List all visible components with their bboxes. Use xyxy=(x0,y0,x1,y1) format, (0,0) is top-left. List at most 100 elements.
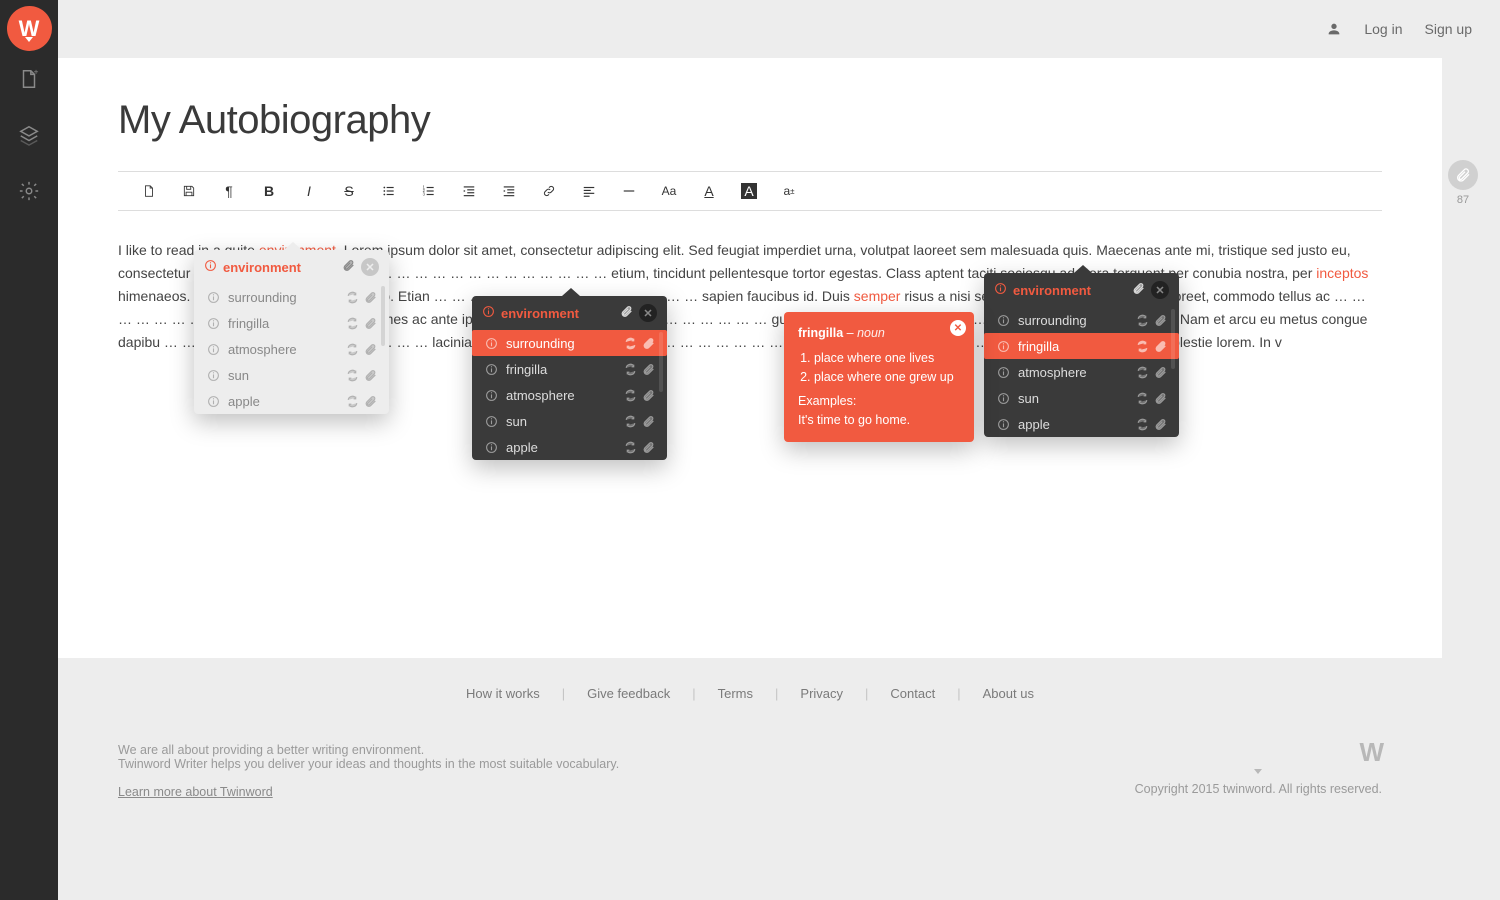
swap-icon[interactable] xyxy=(1133,392,1151,405)
settings-icon[interactable] xyxy=(0,163,58,219)
paperclip-icon[interactable] xyxy=(361,395,379,408)
synonym-item[interactable]: apple xyxy=(472,434,667,460)
footer-link-terms[interactable]: Terms xyxy=(696,686,775,701)
clear-formatting-button[interactable]: a± xyxy=(780,182,798,200)
paperclip-icon[interactable] xyxy=(1151,340,1169,353)
paperclip-icon[interactable] xyxy=(342,259,355,275)
paperclip-icon[interactable] xyxy=(361,369,379,382)
popover-scrollbar[interactable] xyxy=(1171,309,1175,369)
swap-icon[interactable] xyxy=(343,291,361,304)
highlighted-word[interactable]: semper xyxy=(854,288,901,304)
highlighted-word[interactable]: inceptos xyxy=(1316,265,1368,281)
synonym-label: surrounding xyxy=(1018,313,1133,328)
app-logo[interactable]: W xyxy=(7,6,52,51)
bold-button[interactable]: B xyxy=(260,182,278,200)
synonym-label: apple xyxy=(506,440,621,455)
learn-more-link[interactable]: Learn more about Twinword xyxy=(118,785,273,799)
link-button[interactable] xyxy=(540,182,558,200)
horizontal-rule-button[interactable] xyxy=(620,182,638,200)
italic-button[interactable]: I xyxy=(300,182,318,200)
signup-link[interactable]: Sign up xyxy=(1425,21,1472,37)
swap-icon[interactable] xyxy=(1133,418,1151,431)
paperclip-icon[interactable] xyxy=(639,415,657,428)
swap-icon[interactable] xyxy=(1133,314,1151,327)
login-link[interactable]: Log in xyxy=(1364,21,1402,37)
synonym-item[interactable]: fringilla xyxy=(194,310,389,336)
close-icon[interactable]: ✕ xyxy=(950,320,966,336)
swap-icon[interactable] xyxy=(343,317,361,330)
font-size-button[interactable]: Aa xyxy=(660,182,678,200)
info-icon xyxy=(204,291,222,304)
swap-icon[interactable] xyxy=(621,389,639,402)
numbered-list-button[interactable]: 123 xyxy=(420,182,438,200)
definition-tooltip: ✕fringilla – nounplace where one livespl… xyxy=(784,312,974,442)
swap-icon[interactable] xyxy=(621,337,639,350)
paperclip-icon[interactable] xyxy=(361,343,379,356)
swap-icon[interactable] xyxy=(343,369,361,382)
swap-icon[interactable] xyxy=(621,441,639,454)
paperclip-icon[interactable] xyxy=(1132,282,1145,298)
swap-icon[interactable] xyxy=(1133,366,1151,379)
paperclip-icon[interactable] xyxy=(639,363,657,376)
attachment-badge[interactable]: 87 xyxy=(1446,160,1480,206)
paperclip-icon[interactable] xyxy=(1151,418,1169,431)
synonym-item[interactable]: apple xyxy=(194,388,389,414)
synonym-label: fringilla xyxy=(1018,339,1133,354)
new-file-button[interactable] xyxy=(140,182,158,200)
close-icon[interactable]: ✕ xyxy=(639,304,657,322)
synonym-item[interactable]: surrounding xyxy=(194,284,389,310)
synonym-item[interactable]: sun xyxy=(472,408,667,434)
paperclip-icon[interactable] xyxy=(639,389,657,402)
new-document-icon[interactable]: + xyxy=(0,51,58,107)
strikethrough-button[interactable]: S xyxy=(340,182,358,200)
synonym-popover: environment✕surroundingfringillaatmosphe… xyxy=(194,250,389,414)
info-icon xyxy=(482,389,500,402)
outdent-button[interactable] xyxy=(460,182,478,200)
paperclip-icon[interactable] xyxy=(639,441,657,454)
layers-icon[interactable] xyxy=(0,107,58,163)
synonym-item[interactable]: surrounding xyxy=(472,330,667,356)
synonym-item[interactable]: sun xyxy=(984,385,1179,411)
paperclip-icon[interactable] xyxy=(1151,392,1169,405)
swap-icon[interactable] xyxy=(621,363,639,376)
align-left-button[interactable] xyxy=(580,182,598,200)
paperclip-icon[interactable] xyxy=(361,317,379,330)
swap-icon[interactable] xyxy=(343,343,361,356)
pilcrow-button[interactable]: ¶ xyxy=(220,182,238,200)
footer-link-privacy[interactable]: Privacy xyxy=(778,686,865,701)
paperclip-icon[interactable] xyxy=(361,291,379,304)
paperclip-icon[interactable] xyxy=(639,337,657,350)
synonym-item[interactable]: fringilla xyxy=(984,333,1179,359)
synonym-item[interactable]: sun xyxy=(194,362,389,388)
synonym-item[interactable]: atmosphere xyxy=(194,336,389,362)
swap-icon[interactable] xyxy=(1133,340,1151,353)
paperclip-icon[interactable] xyxy=(620,305,633,321)
footer-link-contact[interactable]: Contact xyxy=(868,686,957,701)
save-button[interactable] xyxy=(180,182,198,200)
bulleted-list-button[interactable] xyxy=(380,182,398,200)
footer-link-give-feedback[interactable]: Give feedback xyxy=(565,686,692,701)
synonym-label: atmosphere xyxy=(1018,365,1133,380)
swap-icon[interactable] xyxy=(343,395,361,408)
synonym-item[interactable]: apple xyxy=(984,411,1179,437)
paperclip-icon[interactable] xyxy=(1151,366,1169,379)
close-icon[interactable]: ✕ xyxy=(361,258,379,276)
synonym-item[interactable]: surrounding xyxy=(984,307,1179,333)
footer-link-about-us[interactable]: About us xyxy=(961,686,1056,701)
info-icon xyxy=(994,340,1012,353)
user-icon[interactable] xyxy=(1326,21,1342,37)
indent-button[interactable] xyxy=(500,182,518,200)
synonym-label: surrounding xyxy=(228,290,343,305)
synonym-item[interactable]: atmosphere xyxy=(472,382,667,408)
close-icon[interactable]: ✕ xyxy=(1151,281,1169,299)
popover-scrollbar[interactable] xyxy=(659,332,663,392)
footer-link-how-it-works[interactable]: How it works xyxy=(444,686,562,701)
text-background-button[interactable]: A xyxy=(740,182,758,200)
paperclip-icon[interactable] xyxy=(1151,314,1169,327)
popover-headword: environment xyxy=(501,306,620,321)
synonym-item[interactable]: fringilla xyxy=(472,356,667,382)
synonym-item[interactable]: atmosphere xyxy=(984,359,1179,385)
text-color-button[interactable]: A xyxy=(700,182,718,200)
popover-scrollbar[interactable] xyxy=(381,286,385,346)
swap-icon[interactable] xyxy=(621,415,639,428)
